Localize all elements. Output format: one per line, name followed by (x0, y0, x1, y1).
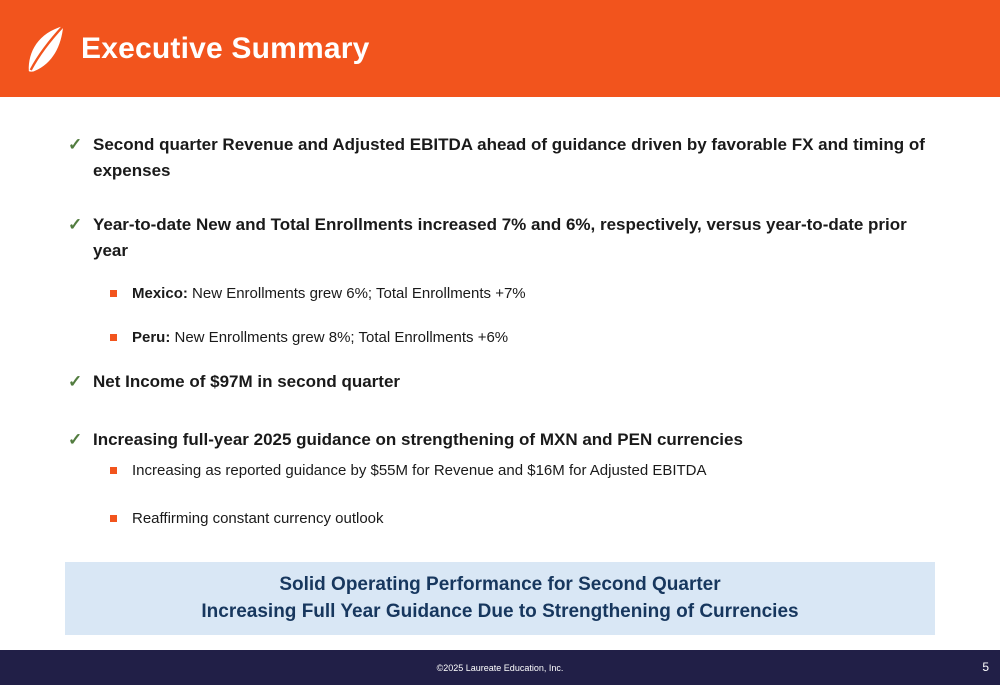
slide-body: ✓ Second quarter Revenue and Adjusted EB… (0, 97, 1000, 529)
sub-bullet-rest: New Enrollments grew 8%; Total Enrollmen… (170, 329, 509, 346)
callout-line-2: Increasing Full Year Guidance Due to Str… (201, 600, 799, 622)
bullet-revenue-ebitda: ✓ Second quarter Revenue and Adjusted EB… (68, 132, 936, 183)
page-title: Executive Summary (81, 31, 370, 65)
bullet-text: Increasing full-year 2025 guidance on st… (93, 429, 743, 449)
bullet-enrollments: ✓ Year-to-date New and Total Enrollments… (68, 212, 936, 263)
sub-bullet-peru: Peru: New Enrollments grew 8%; Total Enr… (110, 327, 936, 348)
laureate-logo-icon (25, 22, 67, 76)
bullet-text: Net Income of $97M in second quarter (93, 372, 401, 391)
check-icon: ✓ (68, 429, 83, 449)
check-icon: ✓ (68, 372, 83, 391)
square-bullet-icon (110, 290, 117, 297)
sub-bullet-constant-currency: Reaffirming constant currency outlook (110, 508, 936, 529)
sub-bullet-mexico: Mexico: New Enrollments grew 6%; Total E… (110, 283, 936, 304)
square-bullet-icon (110, 334, 117, 341)
sub-bullet-lead: Mexico: (132, 285, 188, 302)
sub-bullet-text: Reaffirming constant currency outlook (132, 510, 384, 527)
sub-bullet-rest: New Enrollments grew 6%; Total Enrollmen… (187, 285, 526, 302)
callout-line-1: Solid Operating Performance for Second Q… (279, 573, 721, 595)
sub-bullet-text: Peru: New Enrollments grew 8%; Total Enr… (132, 327, 508, 348)
slide-footer: ©2025 Laureate Education, Inc. 5 (0, 650, 1000, 685)
bullet-guidance: ✓ Increasing full-year 2025 guidance on … (68, 427, 936, 453)
bullet-text: Second quarter Revenue and Adjusted EBIT… (93, 135, 925, 180)
summary-callout: Solid Operating Performance for Second Q… (65, 562, 935, 635)
sub-bullet-guidance-amounts: Increasing as reported guidance by $55M … (110, 460, 936, 481)
square-bullet-icon (110, 515, 117, 522)
sub-bullet-lead: Peru: (132, 329, 171, 346)
copyright-text: ©2025 Laureate Education, Inc. (436, 663, 564, 673)
sub-bullet-text: Increasing as reported guidance by $55M … (132, 462, 707, 479)
bullet-text: Year-to-date New and Total Enrollments i… (93, 215, 907, 260)
bullet-net-income: ✓ Net Income of $97M in second quarter (68, 369, 936, 395)
square-bullet-icon (110, 467, 117, 474)
sub-bullet-text: Mexico: New Enrollments grew 6%; Total E… (132, 283, 526, 304)
check-icon: ✓ (68, 135, 83, 154)
check-icon: ✓ (68, 215, 83, 234)
page-number: 5 (982, 660, 989, 674)
slide-header: Executive Summary (0, 0, 1000, 97)
